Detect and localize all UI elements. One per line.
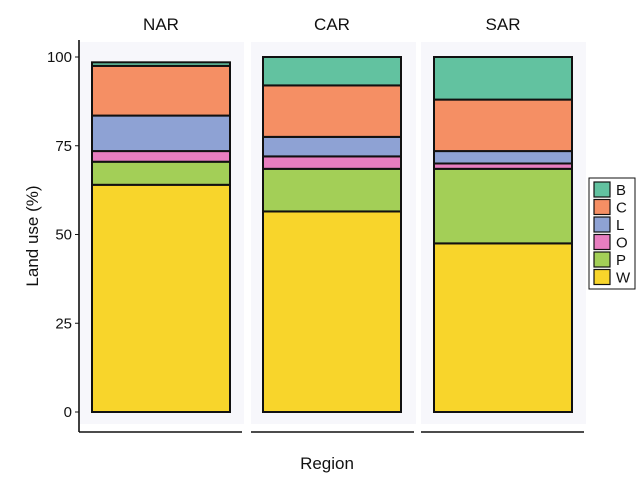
bar-segment-sar-p (433, 167, 573, 245)
legend-label-b: B (616, 182, 626, 199)
bar-segment-nar-l (91, 114, 231, 153)
bar-segment-nar-w (91, 183, 231, 413)
bar-segment-sar-b (433, 56, 573, 101)
bar-segment-nar-b (91, 61, 231, 67)
legend-swatch-w (593, 268, 611, 286)
bar-segment-nar-c (91, 64, 231, 117)
bar-segment-car-c (262, 84, 402, 138)
bar-segment-car-p (262, 167, 402, 213)
bar-segment-car-b (262, 56, 402, 87)
bar-segment-nar-p (91, 160, 231, 186)
facet-label-car: CAR (314, 15, 350, 34)
legend-swatch-l (593, 216, 611, 233)
legend-swatch-c (593, 198, 611, 216)
bar-segment-sar-w (433, 242, 573, 413)
legend-label-l: L (616, 217, 624, 234)
facet-label-nar: NAR (143, 15, 179, 34)
y-tick-label: 75 (55, 138, 72, 155)
facet-label-sar: SAR (486, 15, 521, 34)
x-axis-label: Region (300, 454, 354, 473)
bar-segment-car-w (262, 210, 402, 413)
bar-segment-sar-l (433, 150, 573, 165)
legend-label-w: W (616, 270, 631, 287)
bar-segment-sar-c (433, 98, 573, 153)
bar-segment-nar-o (91, 150, 231, 163)
legend-swatch-b (593, 181, 611, 198)
y-tick-label: 0 (64, 404, 72, 421)
legend-label-p: P (616, 252, 626, 269)
legend-swatch-p (593, 251, 611, 268)
legend-label-o: O (616, 235, 628, 252)
y-axis-label: Land use (%) (23, 185, 42, 286)
bar-segment-car-l (262, 135, 402, 158)
legend-swatch-o (593, 233, 611, 251)
y-tick-label: 100 (47, 49, 72, 66)
legend-label-c: C (616, 200, 627, 217)
y-tick-label: 25 (55, 315, 72, 332)
y-tick-label: 50 (55, 227, 72, 244)
bar-segment-car-o (262, 155, 402, 170)
